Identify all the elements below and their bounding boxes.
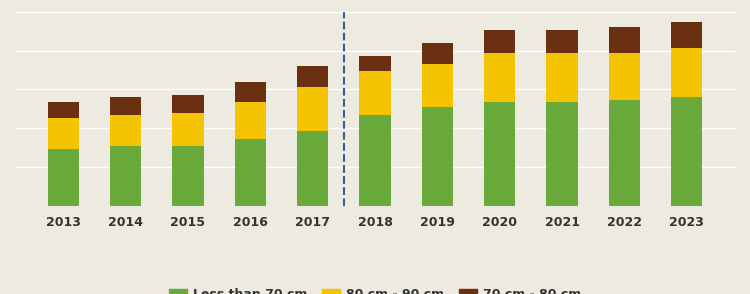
Bar: [671, 22, 702, 48]
Bar: [422, 108, 453, 206]
Bar: [422, 64, 453, 108]
Bar: [297, 87, 328, 131]
Bar: [297, 131, 328, 206]
Bar: [359, 115, 391, 206]
Bar: [235, 138, 266, 206]
Bar: [235, 102, 266, 138]
Bar: [297, 66, 328, 87]
Bar: [671, 48, 702, 97]
Bar: [235, 82, 266, 102]
Bar: [172, 146, 203, 206]
Bar: [110, 115, 141, 146]
Bar: [671, 97, 702, 206]
Bar: [609, 27, 640, 53]
Bar: [547, 30, 578, 53]
Bar: [48, 149, 79, 206]
Bar: [484, 102, 515, 206]
Bar: [172, 95, 203, 113]
Bar: [110, 97, 141, 115]
Bar: [48, 102, 79, 118]
Bar: [547, 102, 578, 206]
Bar: [172, 113, 203, 146]
Bar: [48, 118, 79, 149]
Bar: [609, 100, 640, 206]
Bar: [484, 30, 515, 53]
Bar: [609, 53, 640, 100]
Bar: [359, 71, 391, 115]
Bar: [547, 53, 578, 102]
Bar: [422, 43, 453, 64]
Bar: [484, 53, 515, 102]
Bar: [359, 56, 391, 71]
Legend: Less than 70 cm, 80 cm - 90 cm, 70 cm - 80 cm: Less than 70 cm, 80 cm - 90 cm, 70 cm - …: [164, 283, 586, 294]
Bar: [110, 146, 141, 206]
